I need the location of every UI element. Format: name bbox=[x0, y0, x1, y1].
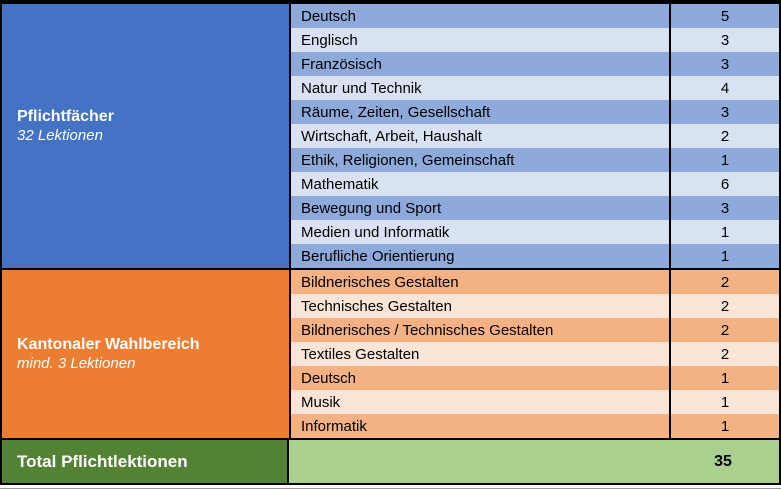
total-value-cell: 35 bbox=[289, 440, 779, 483]
subject-cell: Deutsch bbox=[291, 4, 669, 28]
wahl-rows: Bildnerisches Gestalten 2 Technisches Ge… bbox=[289, 270, 779, 438]
lessons-count-cell: 2 bbox=[669, 318, 779, 342]
section-header-text: Pflichtfächer 32 Lektionen bbox=[17, 107, 281, 146]
section-divider bbox=[2, 438, 779, 440]
table-row: Deutsch 1 bbox=[291, 366, 779, 390]
subject-cell: Musik bbox=[291, 390, 669, 414]
bottom-page-edge bbox=[0, 485, 781, 489]
table-row: Bewegung und Sport 3 bbox=[291, 196, 779, 220]
table-row: Technisches Gestalten 2 bbox=[291, 294, 779, 318]
total-label-cell: Total Pflichtlektionen bbox=[2, 440, 289, 483]
subject-cell: Informatik bbox=[291, 414, 669, 438]
lessons-count-cell: 2 bbox=[669, 294, 779, 318]
subject-cell: Berufliche Orientierung bbox=[291, 244, 669, 268]
subject-cell: Mathematik bbox=[291, 172, 669, 196]
table-row: Mathematik 6 bbox=[291, 172, 779, 196]
lessons-count-cell: 3 bbox=[669, 196, 779, 220]
table-row: Deutsch 5 bbox=[291, 4, 779, 28]
section-header-wahlbereich: Kantonaler Wahlbereich mind. 3 Lektionen bbox=[2, 270, 289, 438]
subject-cell: Bewegung und Sport bbox=[291, 196, 669, 220]
total-row: Total Pflichtlektionen 35 bbox=[2, 440, 779, 483]
section-title: Pflichtfächer bbox=[17, 107, 114, 125]
section-pflichtfaecher: Pflichtfächer 32 Lektionen Deutsch 5 Eng… bbox=[2, 4, 779, 268]
subject-cell: Natur und Technik bbox=[291, 76, 669, 100]
table-row: Bildnerisches / Technisches Gestalten 2 bbox=[291, 318, 779, 342]
subject-cell: Technisches Gestalten bbox=[291, 294, 669, 318]
section-header-pflichtfaecher: Pflichtfächer 32 Lektionen bbox=[2, 4, 289, 268]
lessons-count-cell: 6 bbox=[669, 172, 779, 196]
table-row: Natur und Technik 4 bbox=[291, 76, 779, 100]
lessons-count-cell: 4 bbox=[669, 76, 779, 100]
lessons-count-cell: 2 bbox=[669, 342, 779, 366]
lessons-count-cell: 3 bbox=[669, 28, 779, 52]
lessons-count-cell: 1 bbox=[669, 390, 779, 414]
table-row: Ethik, Religionen, Gemeinschaft 1 bbox=[291, 148, 779, 172]
section-subtitle: 32 Lektionen bbox=[17, 126, 103, 144]
subject-cell: Ethik, Religionen, Gemeinschaft bbox=[291, 148, 669, 172]
total-label: Total Pflichtlektionen bbox=[17, 451, 188, 471]
table-row: Informatik 1 bbox=[291, 414, 779, 438]
table-row: Bildnerisches Gestalten 2 bbox=[291, 270, 779, 294]
section-wahlbereich: Kantonaler Wahlbereich mind. 3 Lektionen… bbox=[2, 270, 779, 438]
lessons-count-cell: 3 bbox=[669, 52, 779, 76]
lessons-count-cell: 1 bbox=[669, 148, 779, 172]
subject-cell: Französisch bbox=[291, 52, 669, 76]
lessons-count-cell: 1 bbox=[669, 414, 779, 438]
table-row: Medien und Informatik 1 bbox=[291, 220, 779, 244]
total-value: 35 bbox=[714, 452, 732, 470]
lessons-count-cell: 1 bbox=[669, 244, 779, 268]
subject-cell: Englisch bbox=[291, 28, 669, 52]
lessons-count-cell: 2 bbox=[669, 270, 779, 294]
section-divider bbox=[2, 268, 779, 270]
subject-cell: Räume, Zeiten, Gesellschaft bbox=[291, 100, 669, 124]
table-row: Englisch 3 bbox=[291, 28, 779, 52]
pflicht-rows: Deutsch 5 Englisch 3 Französisch 3 Natur… bbox=[289, 4, 779, 268]
lessons-count-cell: 3 bbox=[669, 100, 779, 124]
subject-cell: Wirtschaft, Arbeit, Haushalt bbox=[291, 124, 669, 148]
lessons-count-cell: 5 bbox=[669, 4, 779, 28]
subject-cell: Textiles Gestalten bbox=[291, 342, 669, 366]
table-row: Wirtschaft, Arbeit, Haushalt 2 bbox=[291, 124, 779, 148]
subject-cell: Bildnerisches Gestalten bbox=[291, 270, 669, 294]
section-header-text: Kantonaler Wahlbereich mind. 3 Lektionen bbox=[17, 335, 281, 374]
lessons-count-cell: 1 bbox=[669, 220, 779, 244]
section-title: Kantonaler Wahlbereich bbox=[17, 335, 200, 353]
table-row: Berufliche Orientierung 1 bbox=[291, 244, 779, 268]
subject-cell: Deutsch bbox=[291, 366, 669, 390]
table-row: Musik 1 bbox=[291, 390, 779, 414]
table-row: Textiles Gestalten 2 bbox=[291, 342, 779, 366]
table-row: Räume, Zeiten, Gesellschaft 3 bbox=[291, 100, 779, 124]
lessons-count-cell: 1 bbox=[669, 366, 779, 390]
table-row: Französisch 3 bbox=[291, 52, 779, 76]
lessons-count-cell: 2 bbox=[669, 124, 779, 148]
section-subtitle: mind. 3 Lektionen bbox=[17, 354, 136, 372]
subject-cell: Bildnerisches / Technisches Gestalten bbox=[291, 318, 669, 342]
subject-cell: Medien und Informatik bbox=[291, 220, 669, 244]
